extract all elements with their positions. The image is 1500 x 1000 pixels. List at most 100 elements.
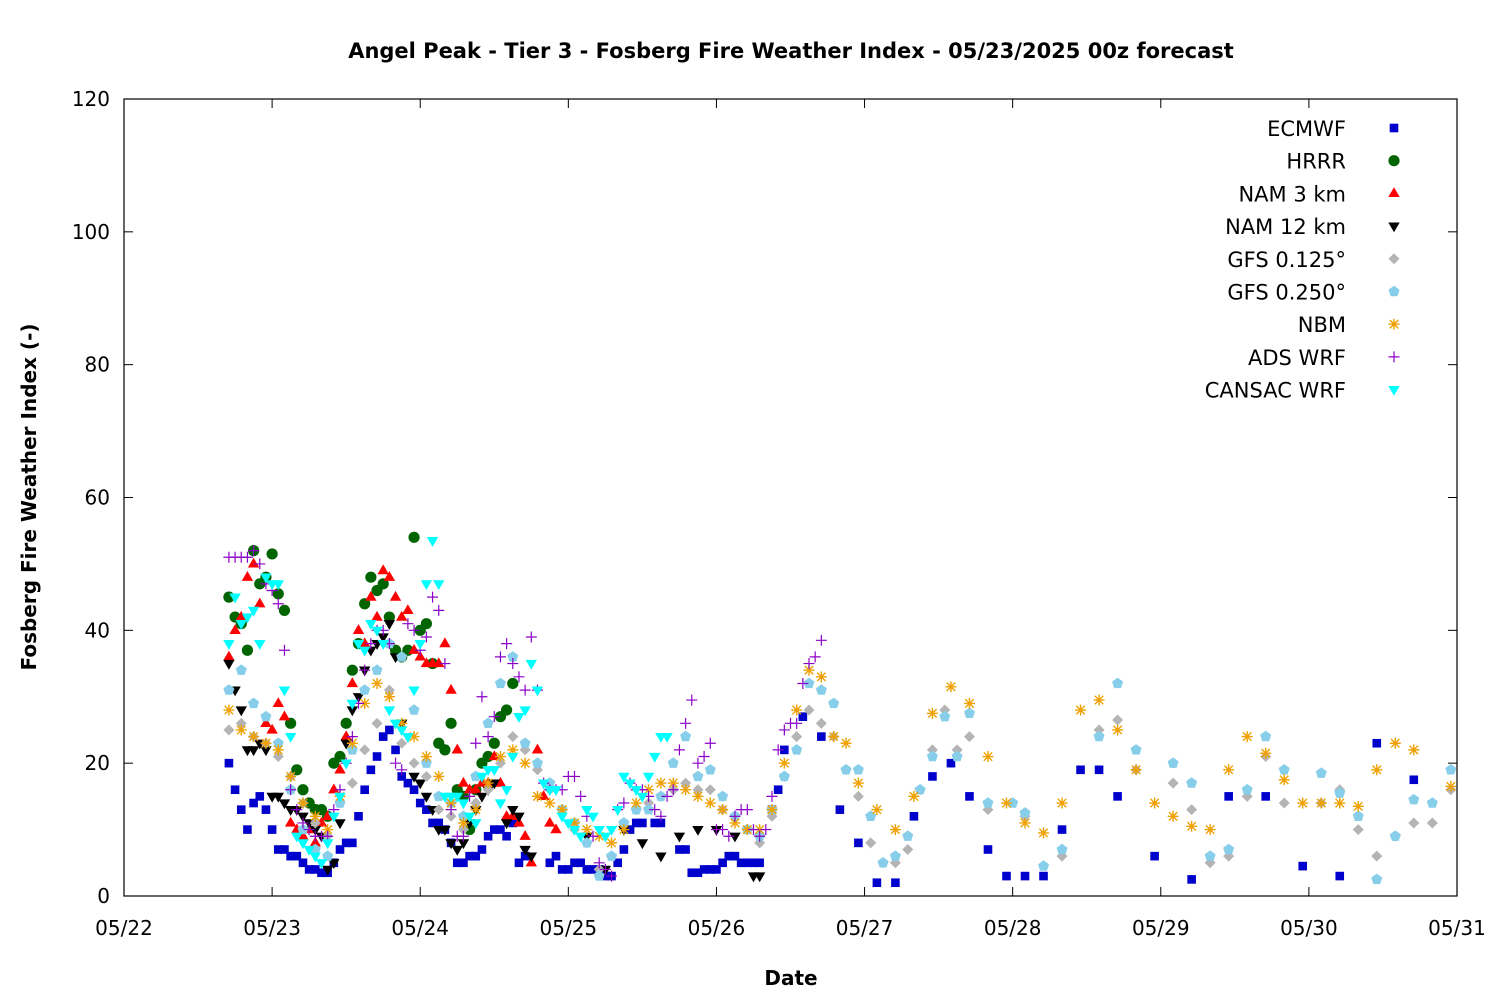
data-point — [457, 839, 470, 850]
data-point — [655, 790, 667, 802]
data-point — [408, 531, 420, 543]
data-point — [939, 704, 951, 716]
data-point — [983, 845, 993, 854]
data-point — [235, 717, 247, 729]
data-point — [254, 558, 266, 570]
y-tick-label: 0 — [97, 884, 110, 908]
data-point — [1278, 797, 1290, 809]
data-point — [403, 778, 413, 788]
data-point — [557, 865, 567, 874]
data-point — [500, 786, 513, 796]
data-point — [680, 784, 692, 796]
data-point — [673, 832, 686, 843]
data-point — [223, 650, 235, 661]
data-point — [828, 731, 840, 743]
data-point — [383, 571, 396, 581]
data-point — [1371, 850, 1383, 862]
data-point — [791, 744, 803, 755]
data-point — [852, 777, 864, 789]
data-point — [1167, 810, 1179, 822]
data-point — [385, 725, 394, 735]
data-point — [1167, 777, 1179, 789]
data-point — [717, 790, 729, 802]
data-point — [753, 872, 766, 883]
data-point — [655, 777, 667, 789]
data-point — [1076, 765, 1085, 775]
data-point — [815, 684, 827, 695]
data-point — [243, 825, 252, 834]
data-point — [778, 757, 790, 769]
data-point — [840, 737, 852, 749]
data-point — [699, 865, 709, 874]
data-point — [340, 739, 352, 750]
data-point — [346, 699, 359, 710]
data-point — [815, 671, 827, 683]
legend: ECMWF HRRR NAM 3 km NAM 12 km GFS 0.125° GFS … — [1205, 117, 1400, 403]
data-point — [1445, 764, 1457, 775]
data-point — [1426, 817, 1438, 829]
data-point — [366, 765, 376, 775]
data-point — [581, 824, 593, 836]
data-point — [531, 790, 543, 802]
data-point — [951, 750, 963, 762]
data-point — [593, 870, 605, 881]
data-point — [926, 744, 938, 756]
data-point — [371, 664, 383, 675]
data-point — [544, 816, 556, 827]
legend-label: ECMWF — [1267, 117, 1346, 141]
data-point — [309, 852, 322, 863]
legend-label: ADS WRF — [1248, 346, 1346, 370]
y-tick-label: 40 — [85, 618, 110, 642]
data-point — [408, 624, 420, 636]
legend-label: NAM 12 km — [1225, 215, 1346, 239]
data-point — [457, 824, 469, 836]
data-point — [334, 763, 346, 774]
data-point — [346, 664, 358, 676]
data-point — [451, 845, 463, 856]
data-point — [705, 865, 715, 874]
data-point — [1408, 744, 1420, 756]
data-point — [476, 691, 488, 703]
data-point — [408, 704, 420, 715]
data-point — [650, 818, 660, 828]
data-point — [593, 825, 605, 836]
data-point — [335, 845, 345, 854]
data-point — [408, 686, 420, 697]
data-point — [278, 710, 291, 721]
data-point — [315, 859, 328, 869]
data-point — [754, 830, 766, 842]
data-point — [780, 745, 789, 755]
data-point — [445, 683, 457, 694]
data-point — [1113, 792, 1122, 801]
data-point — [341, 838, 351, 848]
data-point — [352, 624, 365, 634]
y-axis-label: Fosberg Fire Weather Index (-) — [17, 323, 41, 670]
data-point — [1112, 714, 1124, 726]
data-point — [809, 651, 821, 663]
data-point — [292, 851, 302, 861]
data-point — [359, 598, 371, 610]
data-point — [248, 731, 260, 743]
data-point — [359, 684, 371, 695]
data-point — [420, 580, 433, 591]
data-point — [564, 865, 573, 874]
data-point — [729, 832, 741, 843]
data-point — [494, 677, 506, 689]
data-point — [982, 797, 994, 808]
data-point — [489, 825, 499, 834]
data-point — [581, 806, 593, 816]
data-point — [587, 812, 599, 823]
data-point — [588, 865, 598, 874]
data-point — [278, 604, 291, 617]
data-point — [755, 858, 764, 868]
data-point — [891, 878, 900, 888]
data-point — [661, 790, 673, 802]
data-point — [383, 620, 396, 630]
data-point — [507, 731, 519, 743]
data-point — [680, 730, 692, 742]
data-point — [272, 792, 284, 803]
data-point — [241, 644, 254, 656]
data-point — [747, 824, 759, 836]
data-point — [1112, 724, 1124, 736]
data-point — [358, 637, 371, 648]
